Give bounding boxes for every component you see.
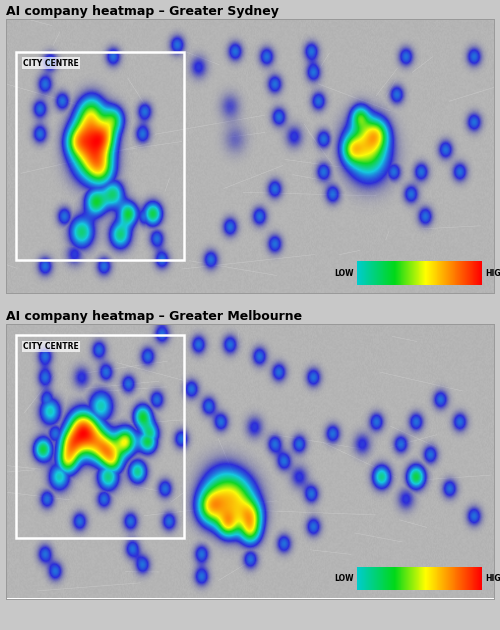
Bar	[16, 52, 184, 260]
Text: AI company heatmap – Greater Sydney: AI company heatmap – Greater Sydney	[6, 5, 279, 18]
Text: CITY CENTRE: CITY CENTRE	[23, 342, 79, 352]
Text: AI company heatmap – Greater Melbourne: AI company heatmap – Greater Melbourne	[6, 311, 302, 323]
Bar	[16, 335, 184, 538]
Text: CITY CENTRE: CITY CENTRE	[23, 59, 79, 67]
